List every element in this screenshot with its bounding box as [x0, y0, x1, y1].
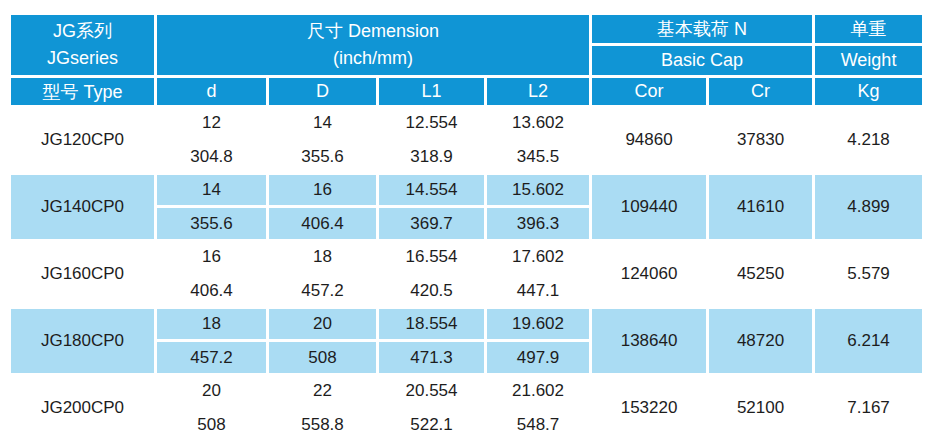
- col-header-D: D: [268, 77, 378, 107]
- cell-D-mm: 457.2: [268, 274, 378, 308]
- table-row: JG200CP0 20 22 20.554 21.602 153220 5210…: [10, 375, 924, 408]
- cell-kg: 6.214: [814, 308, 924, 375]
- header-weight-en: Weight: [814, 45, 924, 77]
- header-dimension: 尺寸 Demension (inch/mm): [156, 14, 591, 77]
- cell-kg: 7.167: [814, 375, 924, 442]
- cell-L1-mm: 369.7: [378, 207, 486, 241]
- cell-d-mm: 355.6: [156, 207, 268, 241]
- cell-L1-inch: 18.554: [378, 308, 486, 341]
- cell-kg: 4.899: [814, 174, 924, 241]
- cell-D-mm: 558.8: [268, 408, 378, 442]
- cell-L2-inch: 15.602: [486, 174, 591, 207]
- col-header-kg: Kg: [814, 77, 924, 107]
- cell-d-inch: 12: [156, 107, 268, 140]
- cell-L1-mm: 420.5: [378, 274, 486, 308]
- cell-model: JG120CP0: [10, 107, 156, 174]
- cell-L1-mm: 522.1: [378, 408, 486, 442]
- cell-model: JG140CP0: [10, 174, 156, 241]
- cell-d-mm: 304.8: [156, 140, 268, 174]
- cell-L1-mm: 471.3: [378, 341, 486, 375]
- cell-d-mm: 406.4: [156, 274, 268, 308]
- header-load-en: Basic Cap: [591, 45, 814, 77]
- cell-L2-inch: 21.602: [486, 375, 591, 408]
- cell-cor: 138640: [591, 308, 708, 375]
- cell-d-inch: 16: [156, 241, 268, 274]
- cell-cr: 41610: [708, 174, 814, 241]
- cell-model: JG200CP0: [10, 375, 156, 442]
- cell-L2-mm: 345.5: [486, 140, 591, 174]
- col-header-cor: Cor: [591, 77, 708, 107]
- cell-d-inch: 18: [156, 308, 268, 341]
- cell-L2-mm: 396.3: [486, 207, 591, 241]
- header-dimension-unit: (inch/mm): [157, 45, 589, 72]
- table-row: JG140CP0 14 16 14.554 15.602 109440 4161…: [10, 174, 924, 207]
- cell-L2-inch: 13.602: [486, 107, 591, 140]
- cell-L1-inch: 20.554: [378, 375, 486, 408]
- header-series-en: JGseries: [11, 45, 154, 72]
- cell-L2-inch: 17.602: [486, 241, 591, 274]
- header-dimension-cn: 尺寸 Demension: [157, 18, 589, 45]
- col-header-cr: Cr: [708, 77, 814, 107]
- cell-model: JG160CP0: [10, 241, 156, 308]
- cell-cr: 52100: [708, 375, 814, 442]
- cell-L1-mm: 318.9: [378, 140, 486, 174]
- header-series: JG系列 JGseries: [10, 14, 156, 77]
- cell-D-mm: 355.6: [268, 140, 378, 174]
- cell-d-mm: 508: [156, 408, 268, 442]
- table-row: JG180CP0 18 20 18.554 19.602 138640 4872…: [10, 308, 924, 341]
- cell-cor: 153220: [591, 375, 708, 442]
- cell-D-inch: 18: [268, 241, 378, 274]
- cell-D-mm: 406.4: [268, 207, 378, 241]
- bearing-spec-table: JG系列 JGseries 尺寸 Demension (inch/mm) 基本载…: [8, 12, 925, 443]
- cell-L2-mm: 548.7: [486, 408, 591, 442]
- cell-cor: 94860: [591, 107, 708, 174]
- cell-D-inch: 16: [268, 174, 378, 207]
- col-header-d: d: [156, 77, 268, 107]
- cell-L1-inch: 12.554: [378, 107, 486, 140]
- header-series-cn: JG系列: [11, 18, 154, 45]
- cell-cr: 45250: [708, 241, 814, 308]
- cell-L2-mm: 497.9: [486, 341, 591, 375]
- cell-L2-inch: 19.602: [486, 308, 591, 341]
- cell-cor: 124060: [591, 241, 708, 308]
- cell-L2-mm: 447.1: [486, 274, 591, 308]
- cell-D-mm: 508: [268, 341, 378, 375]
- header-weight-cn: 单重: [814, 14, 924, 45]
- header-load-cn: 基本载荷 N: [591, 14, 814, 45]
- col-header-L1: L1: [378, 77, 486, 107]
- cell-D-inch: 20: [268, 308, 378, 341]
- cell-D-inch: 14: [268, 107, 378, 140]
- cell-D-inch: 22: [268, 375, 378, 408]
- cell-d-mm: 457.2: [156, 341, 268, 375]
- cell-cor: 109440: [591, 174, 708, 241]
- col-header-model: 型号 Type: [10, 77, 156, 107]
- table-row: JG160CP0 16 18 16.554 17.602 124060 4525…: [10, 241, 924, 274]
- table-row: JG120CP0 12 14 12.554 13.602 94860 37830…: [10, 107, 924, 140]
- col-header-L2: L2: [486, 77, 591, 107]
- cell-model: JG180CP0: [10, 308, 156, 375]
- cell-cr: 37830: [708, 107, 814, 174]
- cell-kg: 4.218: [814, 107, 924, 174]
- cell-L1-inch: 14.554: [378, 174, 486, 207]
- cell-d-inch: 14: [156, 174, 268, 207]
- cell-cr: 48720: [708, 308, 814, 375]
- page: JG系列 JGseries 尺寸 Demension (inch/mm) 基本载…: [0, 0, 930, 443]
- cell-d-inch: 20: [156, 375, 268, 408]
- cell-L1-inch: 16.554: [378, 241, 486, 274]
- cell-kg: 5.579: [814, 241, 924, 308]
